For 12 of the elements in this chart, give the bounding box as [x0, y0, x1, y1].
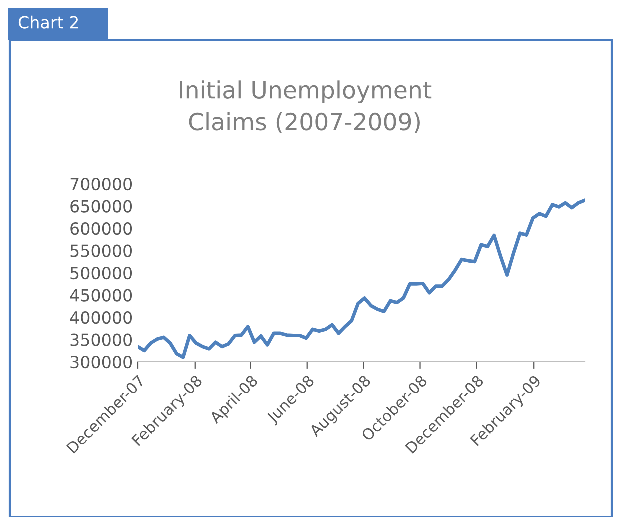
y-tick-label: 600000	[70, 222, 132, 236]
y-tick-label: 550000	[70, 244, 132, 258]
caption: Chart 2	[18, 16, 78, 29]
line-series	[138, 198, 585, 360]
y-tick-label: 400000	[70, 311, 132, 324]
y-tick-label: 650000	[70, 200, 132, 213]
y-tick-label: 350000	[70, 334, 132, 346]
y-tick-label: 450000	[70, 289, 132, 302]
chart-title: Initial Unemployment Claims (2007-2009)	[180, 80, 432, 134]
y-tick-label: 700000	[70, 178, 132, 191]
y-tick-label: 500000	[70, 266, 132, 280]
y-tick-label: 300000	[70, 356, 132, 369]
